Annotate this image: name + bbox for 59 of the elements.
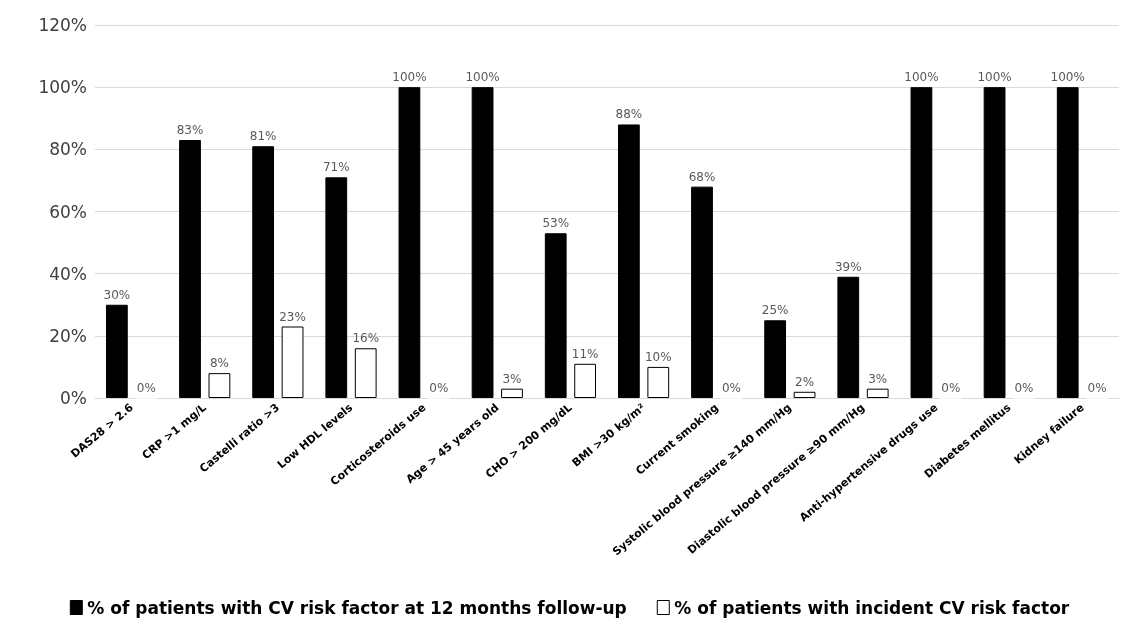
- bar: [398, 87, 421, 398]
- data-label: 0%: [1014, 380, 1034, 395]
- data-label: 0%: [136, 380, 156, 395]
- data-label: 3%: [502, 371, 522, 386]
- data-label: 25%: [761, 303, 789, 318]
- bar: [105, 304, 128, 398]
- legend-label: % of patients with CV risk factor at 12 months follow-up: [87, 597, 627, 618]
- data-label: 39%: [834, 259, 862, 274]
- data-label: 2%: [795, 374, 815, 389]
- bar: [983, 87, 1006, 398]
- bar: [252, 146, 275, 398]
- bar: [325, 177, 348, 398]
- bar: [764, 320, 787, 398]
- y-tick-label: 60%: [49, 201, 87, 222]
- data-label: 68%: [688, 169, 716, 184]
- data-label: 23%: [279, 309, 306, 324]
- data-label: 10%: [644, 349, 672, 364]
- data-label: 0%: [429, 380, 449, 395]
- bar: [281, 326, 304, 398]
- data-label: 88%: [615, 107, 643, 122]
- data-label: 3%: [868, 371, 888, 386]
- bar: [647, 366, 670, 398]
- bar: [471, 87, 494, 398]
- data-label: 83%: [176, 123, 204, 138]
- bar: [544, 233, 567, 398]
- bar: [1056, 87, 1079, 398]
- y-tick-label: 120%: [38, 15, 87, 35]
- y-tick-label: 0%: [60, 388, 87, 408]
- y-tick-label: 100%: [38, 77, 87, 98]
- data-label: 71%: [322, 160, 350, 175]
- bar: [617, 124, 640, 398]
- data-label: 11%: [571, 346, 599, 361]
- data-label: 8%: [209, 356, 229, 371]
- bar: [691, 186, 713, 398]
- data-label: 0%: [721, 380, 741, 395]
- bar: [574, 363, 597, 398]
- bar: [837, 276, 860, 398]
- data-label: 100%: [392, 70, 427, 85]
- y-tick-label: 20%: [49, 325, 87, 346]
- data-label: 100%: [1050, 70, 1085, 85]
- bar: [354, 348, 377, 398]
- bar: [208, 373, 231, 398]
- data-label: 53%: [542, 216, 570, 231]
- data-label: 100%: [977, 70, 1012, 85]
- bar: [501, 388, 523, 398]
- legend-label: % of patients with incident CV risk factor: [674, 597, 1070, 618]
- data-label: 100%: [904, 70, 939, 85]
- data-label: 100%: [465, 70, 500, 85]
- data-label: 0%: [1087, 380, 1107, 395]
- data-label: 16%: [352, 331, 380, 346]
- y-tick-label: 40%: [49, 263, 87, 284]
- bar: [793, 391, 816, 398]
- bar: [910, 87, 933, 398]
- bar: [866, 388, 889, 398]
- data-label: 30%: [103, 287, 131, 302]
- bar: [179, 140, 201, 398]
- y-tick-label: 80%: [49, 139, 87, 160]
- data-label: 0%: [941, 380, 961, 395]
- data-label: 81%: [249, 129, 277, 144]
